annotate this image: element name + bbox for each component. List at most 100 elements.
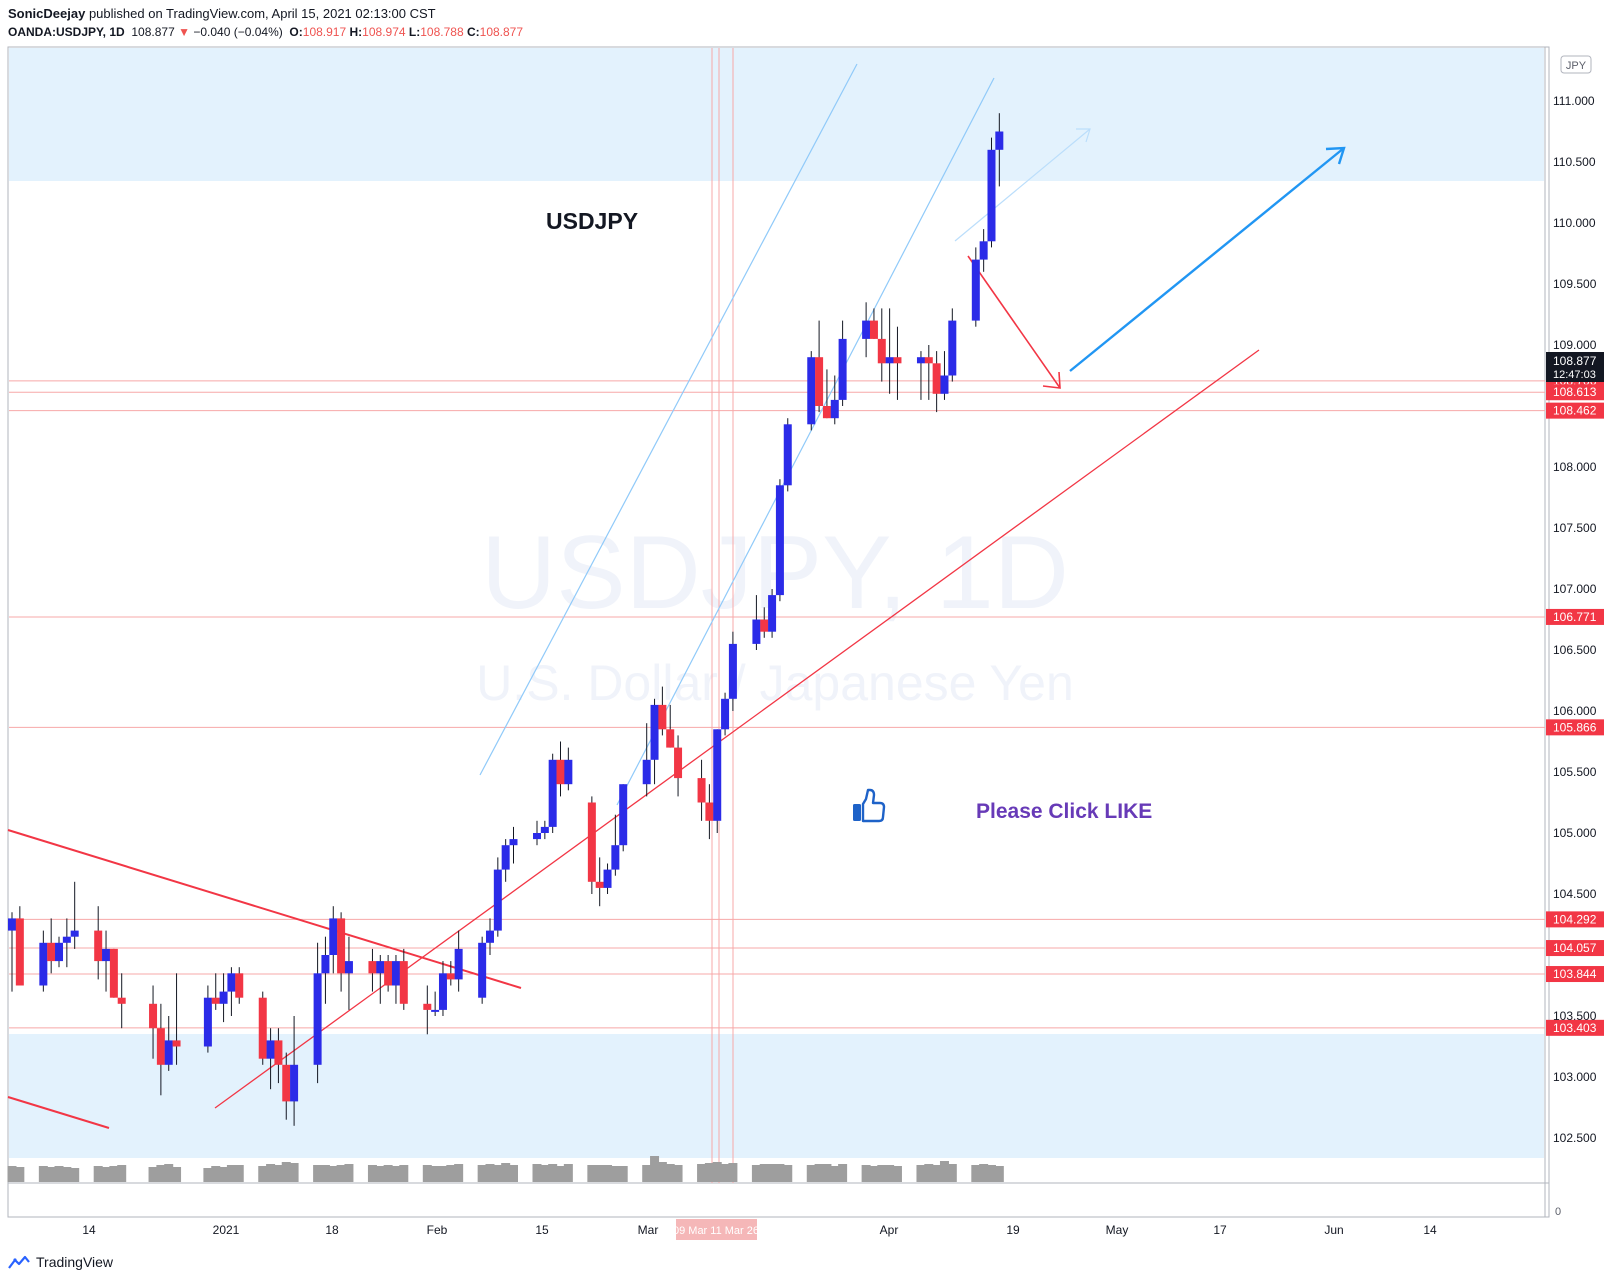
volume-bar bbox=[109, 1166, 119, 1182]
candle bbox=[697, 759, 706, 821]
resistance-trendline[interactable] bbox=[7, 829, 522, 989]
price-tick-label: 106.000 bbox=[1553, 704, 1597, 718]
volume-bar bbox=[806, 1165, 816, 1182]
candle bbox=[219, 973, 228, 1023]
channel-lower-line[interactable] bbox=[616, 77, 995, 806]
level-price-badge: 108.613 bbox=[1546, 384, 1604, 401]
volume-bar bbox=[226, 1165, 236, 1182]
time-tick-label: 14 bbox=[1423, 1223, 1437, 1237]
volume-bar bbox=[979, 1164, 989, 1182]
channel-upper-line[interactable] bbox=[479, 63, 858, 776]
candle bbox=[595, 857, 604, 907]
candle bbox=[102, 930, 111, 992]
volume-bar bbox=[375, 1166, 385, 1182]
candle bbox=[8, 912, 16, 992]
up-projection-arrow[interactable] bbox=[1069, 147, 1345, 372]
close-label: C: bbox=[466, 25, 480, 39]
candle bbox=[391, 955, 400, 1004]
candle bbox=[368, 948, 377, 992]
candle bbox=[15, 906, 24, 986]
candle bbox=[313, 942, 322, 1084]
volume-bar bbox=[986, 1165, 996, 1182]
candle bbox=[423, 985, 432, 1035]
down-arrow-icon: ▼ bbox=[178, 25, 190, 39]
price-tick-label: 106.500 bbox=[1553, 643, 1597, 657]
author-name[interactable]: SonicDeejay bbox=[8, 6, 86, 21]
symbol-label[interactable]: OANDA:USDJPY, 1D bbox=[8, 25, 125, 39]
volume-bar bbox=[532, 1164, 542, 1182]
high-label: H: bbox=[349, 25, 363, 39]
candle bbox=[211, 973, 220, 1010]
volume-bar bbox=[924, 1164, 934, 1182]
volume-bar bbox=[869, 1166, 879, 1182]
last-price-badge-value: 108.877 bbox=[1553, 354, 1597, 368]
tradingview-footer[interactable]: TradingView bbox=[8, 1254, 113, 1270]
candle bbox=[274, 1028, 283, 1084]
projection-arrow[interactable] bbox=[954, 128, 1091, 242]
candle bbox=[995, 113, 1004, 187]
candle bbox=[713, 729, 722, 833]
candle bbox=[446, 961, 455, 986]
time-tick-label: 18 bbox=[325, 1223, 339, 1237]
candle bbox=[203, 985, 212, 1053]
old-trendline[interactable] bbox=[7, 1096, 110, 1129]
candle bbox=[877, 308, 886, 382]
candle bbox=[932, 351, 941, 413]
close-value: 108.877 bbox=[479, 25, 524, 39]
candle bbox=[164, 1016, 173, 1071]
price-tick-label: 105.500 bbox=[1553, 765, 1597, 779]
candle bbox=[94, 906, 103, 980]
like-prompt[interactable]: Please Click LIKE bbox=[976, 800, 1152, 823]
thumbs-up-icon[interactable] bbox=[853, 788, 886, 823]
time-tick-label: Apr bbox=[880, 1223, 899, 1237]
volume-bar bbox=[548, 1164, 558, 1182]
time-tick-label: May bbox=[1106, 1223, 1129, 1237]
candle bbox=[721, 692, 730, 736]
candle bbox=[971, 247, 980, 327]
candle bbox=[384, 955, 393, 992]
candle bbox=[509, 826, 518, 864]
candle bbox=[822, 369, 831, 419]
candle bbox=[987, 137, 996, 248]
time-tick-label: 19 bbox=[1006, 1223, 1020, 1237]
volume-bar bbox=[861, 1165, 871, 1182]
candle bbox=[454, 930, 463, 992]
volume-bar bbox=[838, 1164, 848, 1182]
candle bbox=[109, 948, 118, 998]
time-tick-label: Jun bbox=[1324, 1223, 1343, 1237]
down-projection-arrow[interactable] bbox=[967, 255, 1061, 389]
tradingview-brand: TradingView bbox=[36, 1254, 114, 1270]
volume-bar bbox=[430, 1166, 440, 1182]
candle bbox=[768, 589, 777, 638]
volume-bar bbox=[328, 1166, 338, 1182]
candle bbox=[172, 973, 181, 1065]
volume-bar bbox=[219, 1167, 229, 1182]
candle bbox=[117, 973, 126, 1029]
candle bbox=[501, 839, 510, 882]
volume-bar bbox=[446, 1165, 456, 1182]
volume-bar bbox=[563, 1164, 573, 1182]
last-price-badge: 108.877 12:47:03 bbox=[1546, 352, 1604, 382]
price-tick-label: 107.000 bbox=[1553, 582, 1597, 596]
candle bbox=[533, 820, 542, 846]
price-tick-label: 105.000 bbox=[1553, 826, 1597, 840]
candle bbox=[728, 631, 737, 711]
time-tick-label: 14 bbox=[82, 1223, 96, 1237]
currency-badge[interactable]: JPY bbox=[1560, 55, 1592, 74]
volume-bar bbox=[673, 1165, 683, 1182]
candle bbox=[266, 1028, 275, 1090]
volume-bar bbox=[383, 1165, 393, 1182]
chart-title-annotation[interactable]: USDJPY bbox=[546, 208, 638, 234]
level-price-badge: 104.057 bbox=[1546, 940, 1604, 957]
level-price-badge: 103.403 bbox=[1546, 1019, 1604, 1036]
volume-bar bbox=[117, 1165, 127, 1182]
volume-bar bbox=[101, 1167, 111, 1182]
candle bbox=[658, 686, 667, 736]
tradingview-logo-icon bbox=[8, 1255, 30, 1269]
volume-bar bbox=[477, 1165, 487, 1182]
candle bbox=[431, 991, 440, 1016]
support-trendline[interactable] bbox=[214, 349, 1260, 1109]
published-text: published on TradingView.com, April 15, … bbox=[88, 6, 436, 21]
level-price-badge: 105.866 bbox=[1546, 719, 1604, 736]
